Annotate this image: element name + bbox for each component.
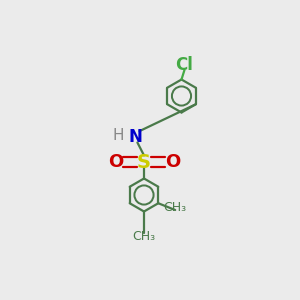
Text: Cl: Cl bbox=[176, 56, 194, 74]
Text: H: H bbox=[113, 128, 124, 142]
Text: CH₃: CH₃ bbox=[132, 230, 156, 243]
Text: O: O bbox=[165, 153, 180, 171]
Text: N: N bbox=[128, 128, 142, 146]
Text: CH₃: CH₃ bbox=[164, 201, 187, 214]
Text: O: O bbox=[108, 153, 123, 171]
Text: S: S bbox=[137, 152, 151, 172]
